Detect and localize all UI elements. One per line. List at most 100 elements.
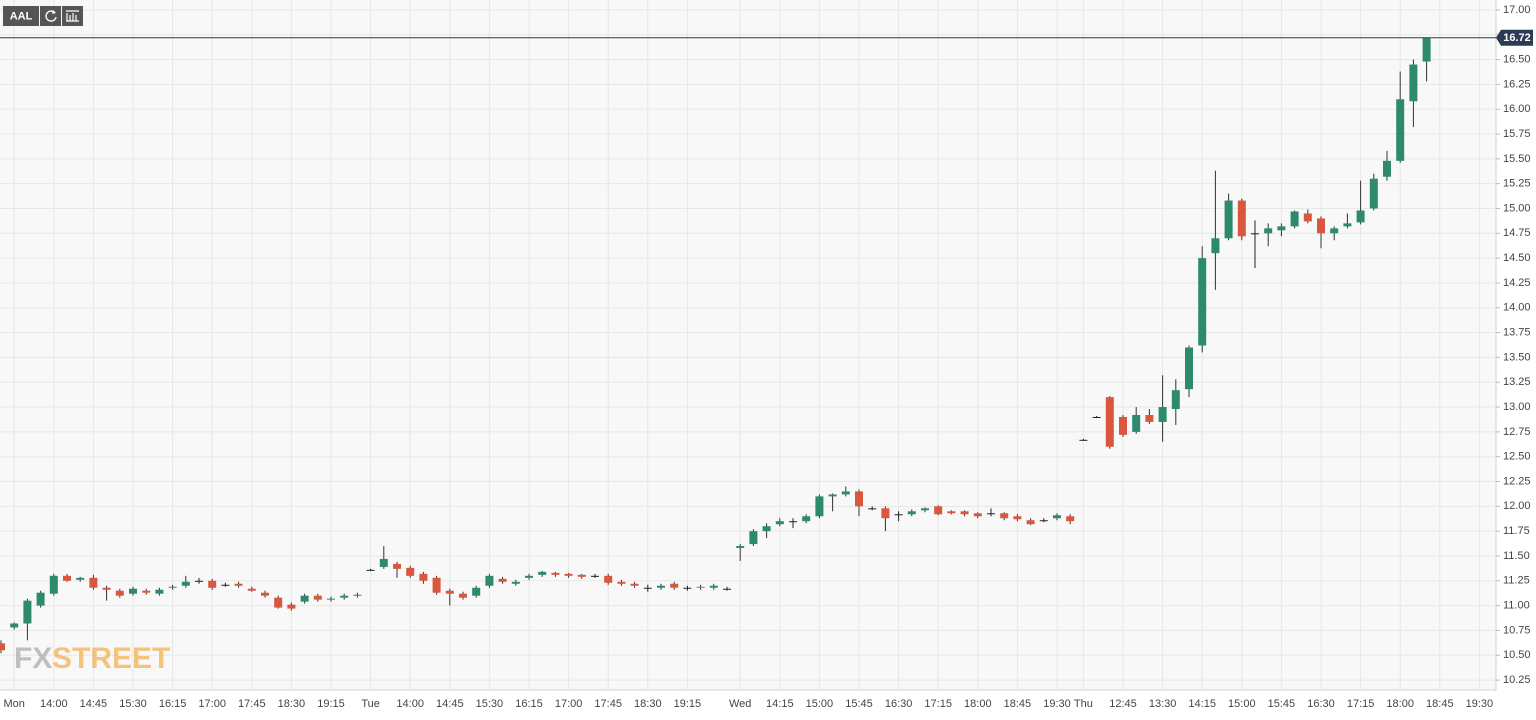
candle-body	[525, 575, 533, 578]
x-tick-label: 17:45	[594, 698, 622, 710]
y-tick-label: 15.50	[1503, 153, 1531, 165]
candle-body	[1277, 226, 1286, 231]
candle-body	[815, 496, 824, 517]
candles	[0, 37, 1431, 654]
x-tick-label: Wed	[729, 698, 751, 710]
x-tick-label: 15:30	[119, 698, 147, 710]
candle-body	[617, 581, 626, 584]
candle-body	[432, 577, 441, 593]
x-tick-label: 19:30	[1466, 698, 1494, 710]
x-tick-label: 16:15	[515, 698, 543, 710]
candle-body	[89, 577, 98, 588]
candle-body	[1171, 390, 1180, 410]
candle-body	[274, 597, 283, 608]
candle-body	[1211, 238, 1220, 254]
candle-body	[683, 587, 692, 589]
x-tick-label: 12:45	[1109, 698, 1137, 710]
candle-body	[564, 573, 573, 576]
candle-body	[973, 513, 982, 517]
x-tick-label: 14:45	[436, 698, 464, 710]
last-price-tag	[1496, 29, 1533, 46]
candle-body	[1237, 200, 1246, 237]
x-tick-label: 14:00	[396, 698, 424, 710]
candle-body	[1290, 211, 1299, 227]
candle-body	[49, 575, 58, 594]
candle-body	[1185, 347, 1193, 390]
candle-body	[155, 589, 164, 594]
grid	[0, 0, 1496, 690]
candle-body	[1264, 228, 1273, 234]
x-tick-label: 15:00	[806, 698, 834, 710]
candle-body	[247, 588, 256, 591]
candle-body	[749, 531, 758, 545]
y-tick-label: 13.25	[1503, 376, 1531, 388]
candle-body	[1198, 258, 1207, 346]
x-tick-label: 18:00	[964, 698, 992, 710]
candle-body	[129, 588, 137, 594]
y-tick-label: 16.00	[1503, 103, 1531, 115]
candle-body	[1356, 210, 1365, 223]
candle-body	[1026, 520, 1035, 525]
watermark-left: FX	[14, 642, 52, 675]
candle-body	[947, 511, 956, 514]
candle-body	[1251, 233, 1259, 235]
symbol-button[interactable]	[3, 6, 39, 26]
candle-body	[300, 595, 309, 602]
candle-body	[828, 494, 837, 497]
x-tick-label: 19:15	[674, 698, 702, 710]
refresh-icon	[45, 10, 57, 22]
candle-body	[195, 580, 203, 582]
candle-body	[881, 508, 890, 519]
candle-body	[709, 585, 718, 588]
x-tick-label: Tue	[361, 698, 380, 710]
candle-body	[459, 593, 467, 598]
candle-body	[36, 592, 45, 606]
candle-body	[1132, 414, 1141, 432]
y-tick-label: 15.75	[1503, 128, 1531, 140]
candle-body	[115, 590, 124, 596]
y-tick-label: 14.25	[1503, 277, 1531, 289]
candle-body	[1119, 416, 1127, 435]
x-tick-label: 18:45	[1426, 698, 1454, 710]
y-tick-label: 17.00	[1503, 4, 1531, 16]
x-tick-label: 14:15	[766, 698, 794, 710]
candle-body	[168, 586, 177, 588]
y-tick-label: 13.00	[1503, 401, 1531, 413]
candle-body	[353, 594, 362, 596]
candle-body	[340, 595, 349, 598]
x-tick-label: Mon	[3, 698, 24, 710]
candle-body	[762, 526, 771, 532]
refresh-arrow	[52, 10, 56, 14]
refresh-button[interactable]	[40, 6, 61, 26]
x-tick-label: 14:15	[1188, 698, 1216, 710]
candle-body	[802, 516, 811, 522]
x-tick-label: 17:45	[238, 698, 266, 710]
last-price-label: 16.72	[1503, 32, 1531, 44]
candle-body	[551, 572, 560, 575]
candle-body	[775, 521, 784, 525]
candle-body	[723, 588, 731, 590]
candle-body	[1224, 200, 1233, 239]
candle-body	[604, 575, 613, 583]
y-tick-label: 15.25	[1503, 178, 1531, 190]
y-tick-label: 13.75	[1503, 326, 1531, 338]
candle-body	[934, 506, 943, 515]
symbol: AAL	[10, 10, 33, 22]
candle-body	[498, 578, 507, 582]
candle-body	[1369, 178, 1378, 209]
y-tick-label: 11.25	[1503, 575, 1530, 587]
x-tick-label: 17:15	[924, 698, 952, 710]
candle-body	[921, 508, 929, 511]
candle-body	[511, 581, 520, 584]
candle-body	[261, 592, 269, 596]
candle-body	[868, 508, 877, 510]
x-tick-label: 18:00	[1386, 698, 1414, 710]
y-tick-label: 10.25	[1503, 674, 1531, 686]
candle-body	[789, 521, 797, 523]
candle-body	[485, 575, 494, 586]
candle-body	[327, 598, 335, 600]
candle-body	[1079, 439, 1088, 441]
indicator-icon	[66, 10, 79, 22]
